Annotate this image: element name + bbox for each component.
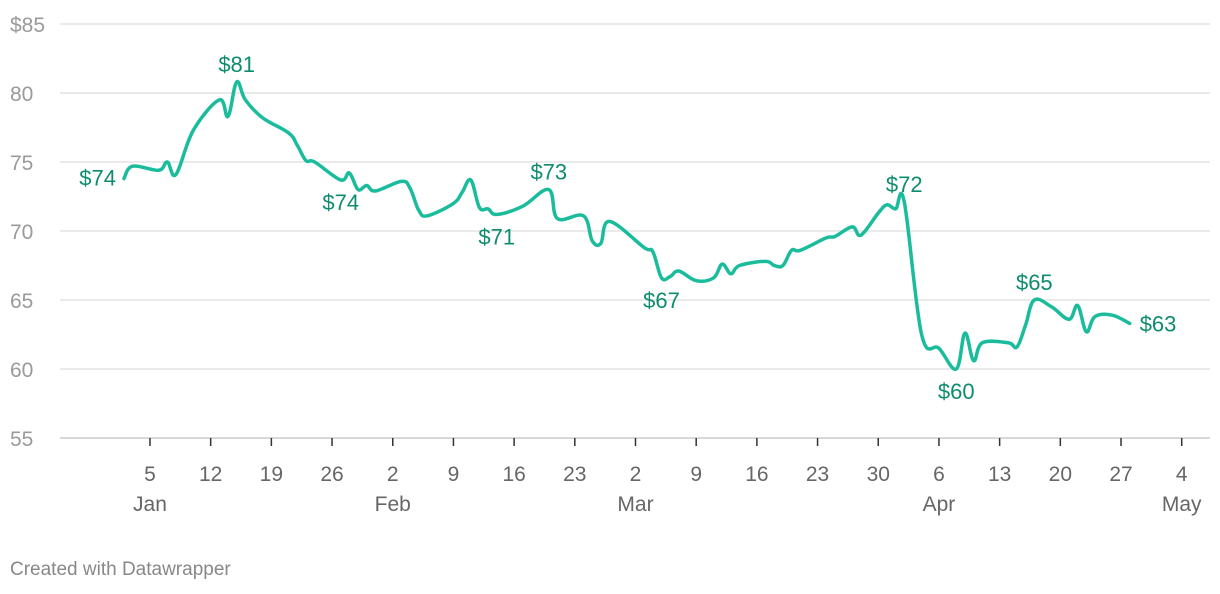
data-label: $67 bbox=[643, 288, 680, 313]
x-tick-label: 30 bbox=[867, 463, 890, 486]
x-tick-label: 27 bbox=[1109, 463, 1132, 486]
series-line bbox=[122, 79, 1132, 371]
x-month-label: Apr bbox=[923, 493, 956, 516]
y-axis: 55 60 65 70 75 80 $85 bbox=[10, 14, 45, 451]
footer-credit: Created with Datawrapper bbox=[10, 559, 231, 580]
data-label: $73 bbox=[530, 160, 567, 185]
x-tick-label: 9 bbox=[690, 463, 702, 486]
x-tick-label: 12 bbox=[199, 463, 222, 486]
x-axis: 5 Jan 12 19 26 2 Feb 9 16 23 2 Mar 9 16 23 30 6 Apr 13 20 27… bbox=[133, 438, 1202, 516]
x-month-label: Feb bbox=[375, 493, 411, 516]
x-tick-label: 4 bbox=[1176, 463, 1188, 486]
x-tick-label: 23 bbox=[806, 463, 829, 486]
x-tick-label: 16 bbox=[502, 463, 525, 486]
y-tick-label: 80 bbox=[10, 83, 33, 106]
x-tick-label: 19 bbox=[260, 463, 283, 486]
gridlines bbox=[60, 23, 1210, 439]
x-tick-label: 2 bbox=[630, 463, 642, 486]
x-tick-label: 6 bbox=[933, 463, 945, 486]
x-tick-label: 5 bbox=[144, 463, 156, 486]
x-month-label: Mar bbox=[617, 493, 653, 516]
x-tick-label: 13 bbox=[988, 463, 1011, 486]
x-tick-label: 26 bbox=[320, 463, 343, 486]
x-tick-label: 20 bbox=[1049, 463, 1072, 486]
y-tick-label: 55 bbox=[10, 428, 33, 451]
x-month-label: May bbox=[1162, 493, 1202, 516]
y-tick-label: $85 bbox=[10, 14, 45, 37]
x-month-label: Jan bbox=[133, 493, 167, 516]
data-label: $72 bbox=[886, 172, 923, 197]
annotations: $74 $81 $74 $71 $73 $67 $72 $60 $65 $63 bbox=[79, 52, 1176, 404]
y-tick-label: 70 bbox=[10, 221, 33, 244]
x-tick-label: 23 bbox=[563, 463, 586, 486]
x-tick-label: 9 bbox=[448, 463, 460, 486]
y-tick-label: 65 bbox=[10, 290, 33, 313]
data-label: $74 bbox=[322, 190, 359, 215]
data-label: $81 bbox=[218, 52, 255, 77]
data-label: $65 bbox=[1016, 270, 1053, 295]
y-tick-label: 60 bbox=[10, 359, 33, 382]
data-label: $71 bbox=[478, 224, 515, 249]
x-tick-label: 2 bbox=[387, 463, 399, 486]
series-lines bbox=[122, 79, 1132, 371]
y-tick-label: 75 bbox=[10, 152, 33, 175]
data-label: $60 bbox=[938, 379, 975, 404]
x-tick-label: 16 bbox=[745, 463, 768, 486]
data-label: $63 bbox=[1140, 311, 1177, 336]
data-label: $74 bbox=[79, 166, 116, 191]
line-chart: 55 60 65 70 75 80 $85 5 Jan 12 19 26 2 Feb 9 16 23 2 Mar 9… bbox=[10, 14, 1210, 516]
